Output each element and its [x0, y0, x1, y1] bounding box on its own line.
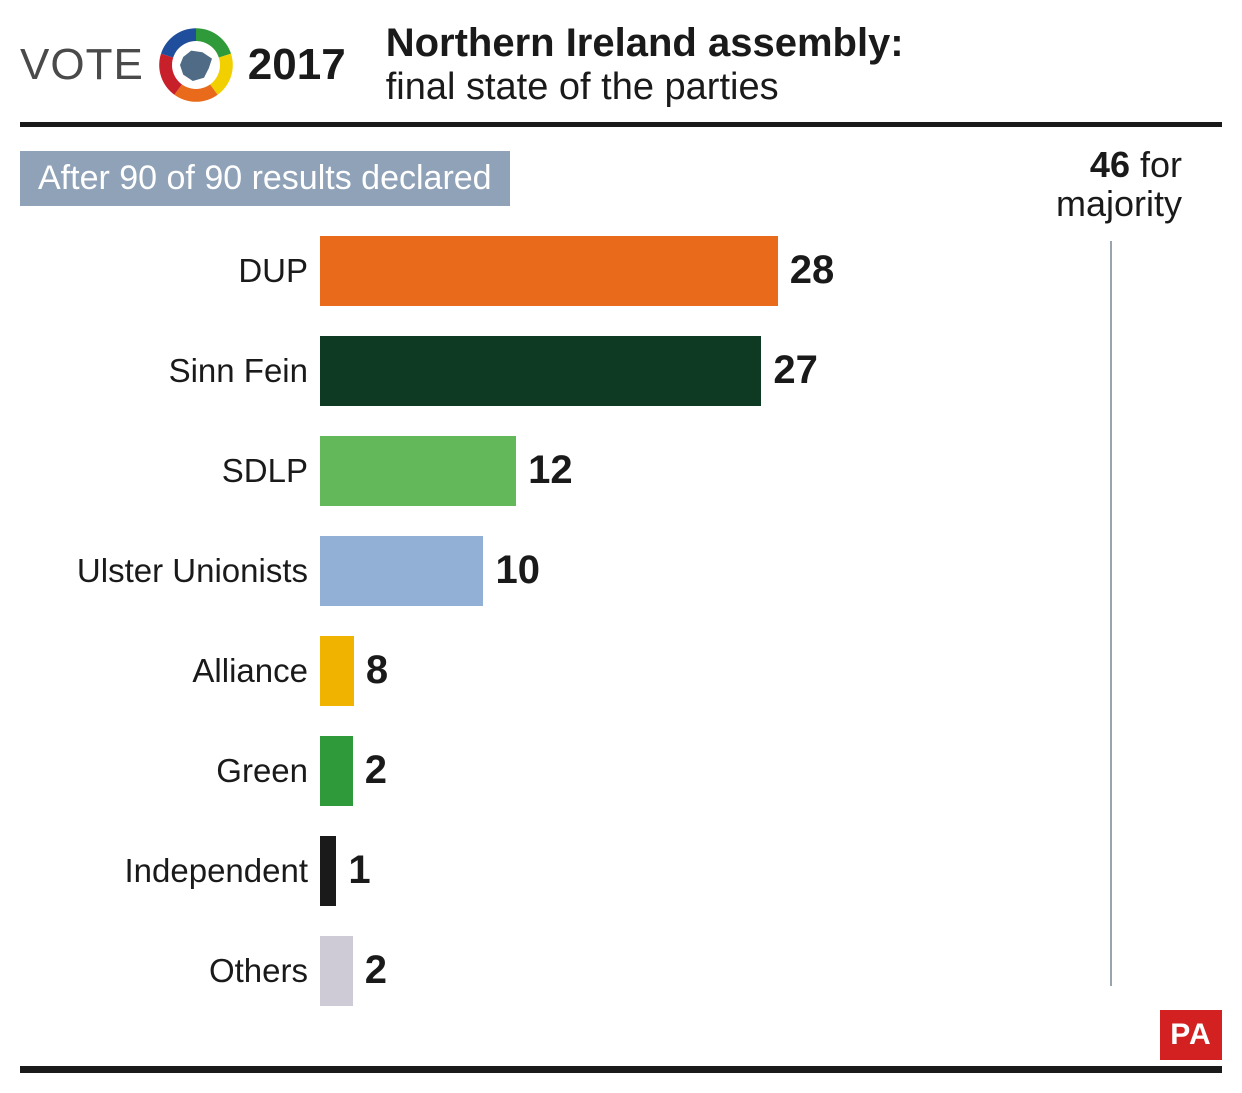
- chart-row: SDLP 12: [20, 436, 1072, 506]
- title-block: Northern Ireland assembly: final state o…: [386, 20, 904, 110]
- party-label: Independent: [20, 852, 320, 890]
- seat-bar: [320, 736, 353, 806]
- seat-value: 1: [336, 848, 370, 893]
- bar-cell: 8: [320, 636, 1072, 706]
- chart-row: Alliance 8: [20, 636, 1072, 706]
- party-label: Others: [20, 952, 320, 990]
- seat-bar: [320, 836, 336, 906]
- vote-logo-icon: [156, 25, 236, 105]
- bar-cell: 12: [320, 436, 1072, 506]
- chart-row: Others 2: [20, 936, 1072, 1006]
- donut-map-icon: [156, 25, 236, 105]
- seat-bar: [320, 336, 761, 406]
- chart-row: Independent 1: [20, 836, 1072, 906]
- vote-label: VOTE: [20, 40, 144, 90]
- party-label: Green: [20, 752, 320, 790]
- seat-bar: [320, 436, 516, 506]
- party-label: SDLP: [20, 452, 320, 490]
- pa-source-badge: PA: [1160, 1010, 1222, 1060]
- year-label: 2017: [248, 40, 346, 90]
- seat-bar: [320, 536, 483, 606]
- chart-row: DUP 28: [20, 236, 1072, 306]
- seat-value: 2: [353, 748, 387, 793]
- chart-row: Green 2: [20, 736, 1072, 806]
- title-sub: final state of the parties: [386, 66, 904, 110]
- bar-cell: 27: [320, 336, 1072, 406]
- seat-bar: [320, 636, 354, 706]
- bar-cell: 2: [320, 736, 1072, 806]
- bar-cell: 10: [320, 536, 1072, 606]
- seat-bar: [320, 936, 353, 1006]
- seat-bar: [320, 236, 778, 306]
- divider-top: [20, 122, 1222, 127]
- bar-cell: 28: [320, 236, 1072, 306]
- title-main: Northern Ireland assembly:: [386, 20, 904, 66]
- seat-value: 2: [353, 948, 387, 993]
- majority-word: majority: [1056, 183, 1182, 224]
- seat-value: 8: [354, 648, 388, 693]
- seat-value: 12: [516, 448, 573, 493]
- majority-number: 46: [1090, 144, 1130, 185]
- divider-bottom: [20, 1066, 1222, 1073]
- majority-label: 46 for majority: [1056, 145, 1182, 224]
- header: VOTE 2017 Northern Ireland assembly: fin…: [20, 20, 1222, 122]
- seat-value: 10: [483, 548, 540, 593]
- seat-value: 28: [778, 248, 835, 293]
- chart-row: Ulster Unionists 10: [20, 536, 1072, 606]
- party-label: Ulster Unionists: [20, 552, 320, 590]
- seats-bar-chart: DUP28Sinn Fein27SDLP12Ulster Unionists10…: [20, 236, 1222, 1006]
- chart-row: Sinn Fein 27: [20, 336, 1072, 406]
- content-area: After 90 of 90 results declared 46 for m…: [20, 151, 1222, 1046]
- bar-cell: 2: [320, 936, 1072, 1006]
- party-label: Sinn Fein: [20, 352, 320, 390]
- party-label: Alliance: [20, 652, 320, 690]
- majority-for: for: [1140, 144, 1182, 185]
- seat-value: 27: [761, 348, 818, 393]
- party-label: DUP: [20, 252, 320, 290]
- bar-cell: 1: [320, 836, 1072, 906]
- results-status-pill: After 90 of 90 results declared: [20, 151, 510, 206]
